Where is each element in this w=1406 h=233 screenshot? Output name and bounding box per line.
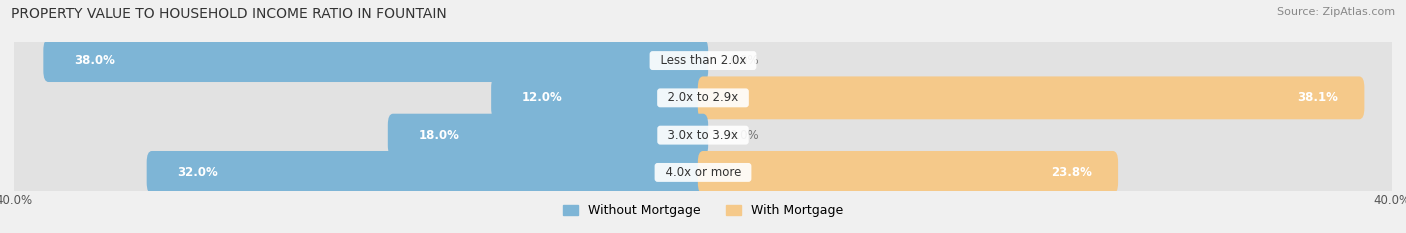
Text: 18.0%: 18.0% bbox=[419, 129, 460, 142]
FancyBboxPatch shape bbox=[8, 140, 1398, 205]
Text: Source: ZipAtlas.com: Source: ZipAtlas.com bbox=[1277, 7, 1395, 17]
FancyBboxPatch shape bbox=[146, 151, 709, 194]
Text: 38.1%: 38.1% bbox=[1298, 91, 1339, 104]
FancyBboxPatch shape bbox=[491, 76, 709, 119]
FancyBboxPatch shape bbox=[8, 103, 1398, 168]
FancyBboxPatch shape bbox=[8, 28, 1398, 93]
Text: Less than 2.0x: Less than 2.0x bbox=[652, 54, 754, 67]
Text: 32.0%: 32.0% bbox=[177, 166, 218, 179]
Text: 3.0x to 3.9x: 3.0x to 3.9x bbox=[661, 129, 745, 142]
FancyBboxPatch shape bbox=[44, 39, 709, 82]
Text: 2.0x to 2.9x: 2.0x to 2.9x bbox=[661, 91, 745, 104]
Text: 12.0%: 12.0% bbox=[522, 91, 562, 104]
FancyBboxPatch shape bbox=[697, 151, 1118, 194]
Text: 4.0x or more: 4.0x or more bbox=[658, 166, 748, 179]
Text: 0.0%: 0.0% bbox=[728, 54, 758, 67]
FancyBboxPatch shape bbox=[388, 114, 709, 157]
Text: 0.0%: 0.0% bbox=[728, 129, 758, 142]
Text: 23.8%: 23.8% bbox=[1052, 166, 1092, 179]
Text: PROPERTY VALUE TO HOUSEHOLD INCOME RATIO IN FOUNTAIN: PROPERTY VALUE TO HOUSEHOLD INCOME RATIO… bbox=[11, 7, 447, 21]
Legend: Without Mortgage, With Mortgage: Without Mortgage, With Mortgage bbox=[558, 199, 848, 222]
FancyBboxPatch shape bbox=[697, 76, 1364, 119]
FancyBboxPatch shape bbox=[8, 65, 1398, 130]
Text: 38.0%: 38.0% bbox=[75, 54, 115, 67]
